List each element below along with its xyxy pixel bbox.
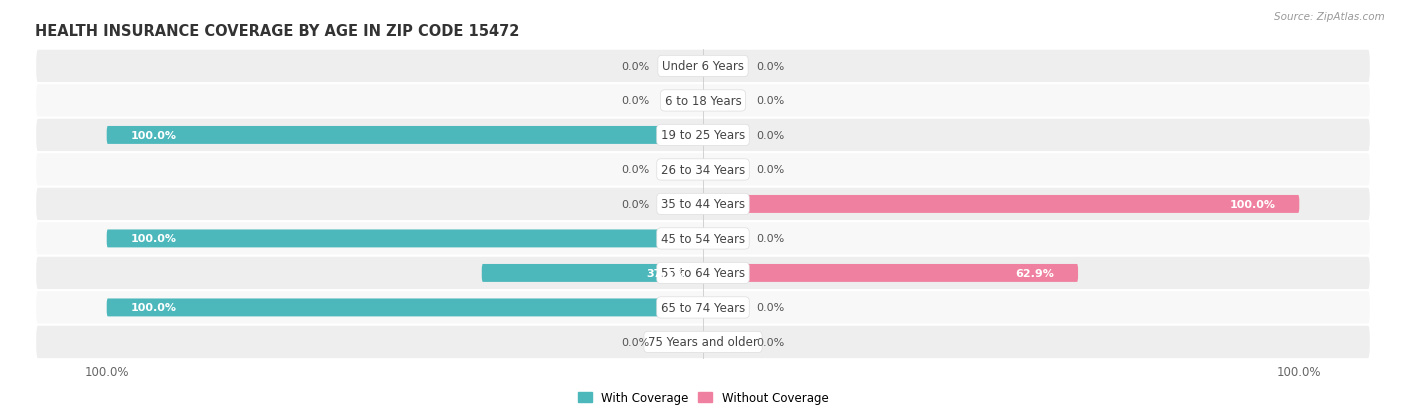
Text: 0.0%: 0.0% xyxy=(756,337,785,347)
FancyBboxPatch shape xyxy=(482,264,703,282)
Legend: With Coverage, Without Coverage: With Coverage, Without Coverage xyxy=(572,387,834,409)
FancyBboxPatch shape xyxy=(703,195,1299,214)
Text: 75 Years and older: 75 Years and older xyxy=(648,336,758,349)
FancyBboxPatch shape xyxy=(661,161,703,179)
Text: 0.0%: 0.0% xyxy=(621,337,650,347)
FancyBboxPatch shape xyxy=(35,256,1371,290)
FancyBboxPatch shape xyxy=(703,92,745,110)
FancyBboxPatch shape xyxy=(107,127,703,145)
Text: 37.1%: 37.1% xyxy=(647,268,685,278)
FancyBboxPatch shape xyxy=(107,230,703,248)
FancyBboxPatch shape xyxy=(35,50,1371,84)
FancyBboxPatch shape xyxy=(35,153,1371,187)
FancyBboxPatch shape xyxy=(661,58,703,76)
Text: 26 to 34 Years: 26 to 34 Years xyxy=(661,164,745,176)
FancyBboxPatch shape xyxy=(35,84,1371,119)
Text: 0.0%: 0.0% xyxy=(756,165,785,175)
FancyBboxPatch shape xyxy=(703,333,745,351)
Text: 0.0%: 0.0% xyxy=(621,96,650,106)
FancyBboxPatch shape xyxy=(35,325,1371,359)
Text: 65 to 74 Years: 65 to 74 Years xyxy=(661,301,745,314)
FancyBboxPatch shape xyxy=(703,230,745,248)
Text: 35 to 44 Years: 35 to 44 Years xyxy=(661,198,745,211)
FancyBboxPatch shape xyxy=(107,299,703,317)
Text: 0.0%: 0.0% xyxy=(756,303,785,313)
Text: 0.0%: 0.0% xyxy=(756,234,785,244)
FancyBboxPatch shape xyxy=(661,92,703,110)
Text: Under 6 Years: Under 6 Years xyxy=(662,60,744,73)
FancyBboxPatch shape xyxy=(35,119,1371,153)
Text: HEALTH INSURANCE COVERAGE BY AGE IN ZIP CODE 15472: HEALTH INSURANCE COVERAGE BY AGE IN ZIP … xyxy=(35,24,520,39)
FancyBboxPatch shape xyxy=(703,127,745,145)
FancyBboxPatch shape xyxy=(35,187,1371,222)
FancyBboxPatch shape xyxy=(661,195,703,214)
Text: 62.9%: 62.9% xyxy=(1015,268,1054,278)
Text: Source: ZipAtlas.com: Source: ZipAtlas.com xyxy=(1274,12,1385,22)
FancyBboxPatch shape xyxy=(703,264,1078,282)
Text: 100.0%: 100.0% xyxy=(131,234,177,244)
FancyBboxPatch shape xyxy=(703,299,745,317)
Text: 0.0%: 0.0% xyxy=(756,62,785,72)
Text: 19 to 25 Years: 19 to 25 Years xyxy=(661,129,745,142)
FancyBboxPatch shape xyxy=(35,290,1371,325)
Text: 0.0%: 0.0% xyxy=(621,165,650,175)
Text: 55 to 64 Years: 55 to 64 Years xyxy=(661,267,745,280)
Text: 0.0%: 0.0% xyxy=(756,131,785,140)
Text: 100.0%: 100.0% xyxy=(131,131,177,140)
Text: 6 to 18 Years: 6 to 18 Years xyxy=(665,95,741,108)
FancyBboxPatch shape xyxy=(661,333,703,351)
Text: 100.0%: 100.0% xyxy=(131,303,177,313)
FancyBboxPatch shape xyxy=(703,58,745,76)
FancyBboxPatch shape xyxy=(35,222,1371,256)
FancyBboxPatch shape xyxy=(703,161,745,179)
Text: 0.0%: 0.0% xyxy=(756,96,785,106)
Text: 0.0%: 0.0% xyxy=(621,199,650,209)
Text: 100.0%: 100.0% xyxy=(1229,199,1275,209)
Text: 45 to 54 Years: 45 to 54 Years xyxy=(661,233,745,245)
Text: 0.0%: 0.0% xyxy=(621,62,650,72)
